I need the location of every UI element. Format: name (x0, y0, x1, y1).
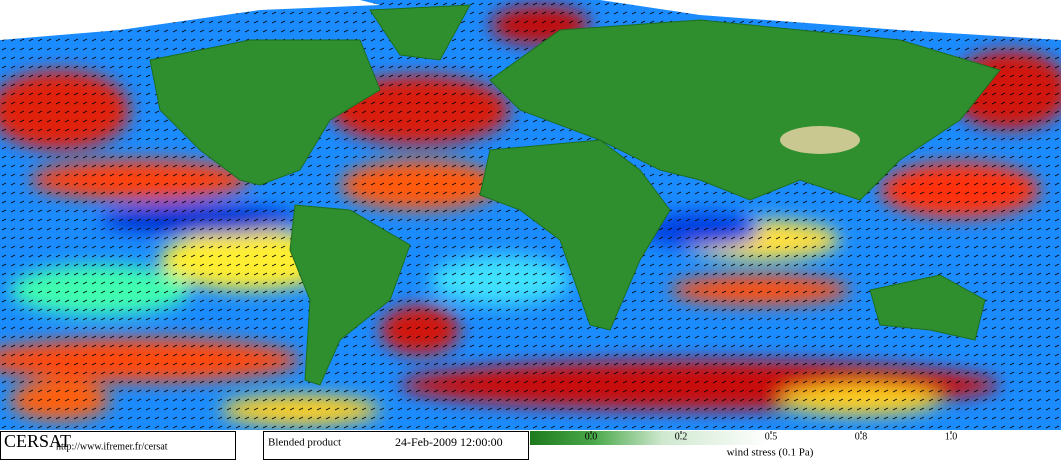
product-name: Blended product (268, 437, 341, 449)
land (0, 0, 1061, 386)
colorbar-tick-label: 0.8 (855, 431, 868, 442)
product-box (263, 431, 529, 460)
date-time: 24-Feb-2009 12:00:00 (395, 435, 503, 449)
colorbar-tick-label: 1.0 (945, 431, 958, 442)
logo: CERSAT (4, 431, 71, 451)
colorbar-tick-label: 0.0 (585, 431, 598, 442)
colorbar (530, 431, 1061, 445)
footer: CERSAT http://www.ifremer.fr/cersat Blen… (0, 430, 1061, 462)
credit-box (0, 431, 236, 460)
url[interactable]: http://www.ifremer.fr/cersat (56, 441, 168, 452)
colorbar-tick-label: 0.5 (765, 431, 778, 442)
colorbar-tick-label: 0.2 (675, 431, 688, 442)
colorbar-label: wind stress (0.1 Pa) (727, 447, 814, 459)
